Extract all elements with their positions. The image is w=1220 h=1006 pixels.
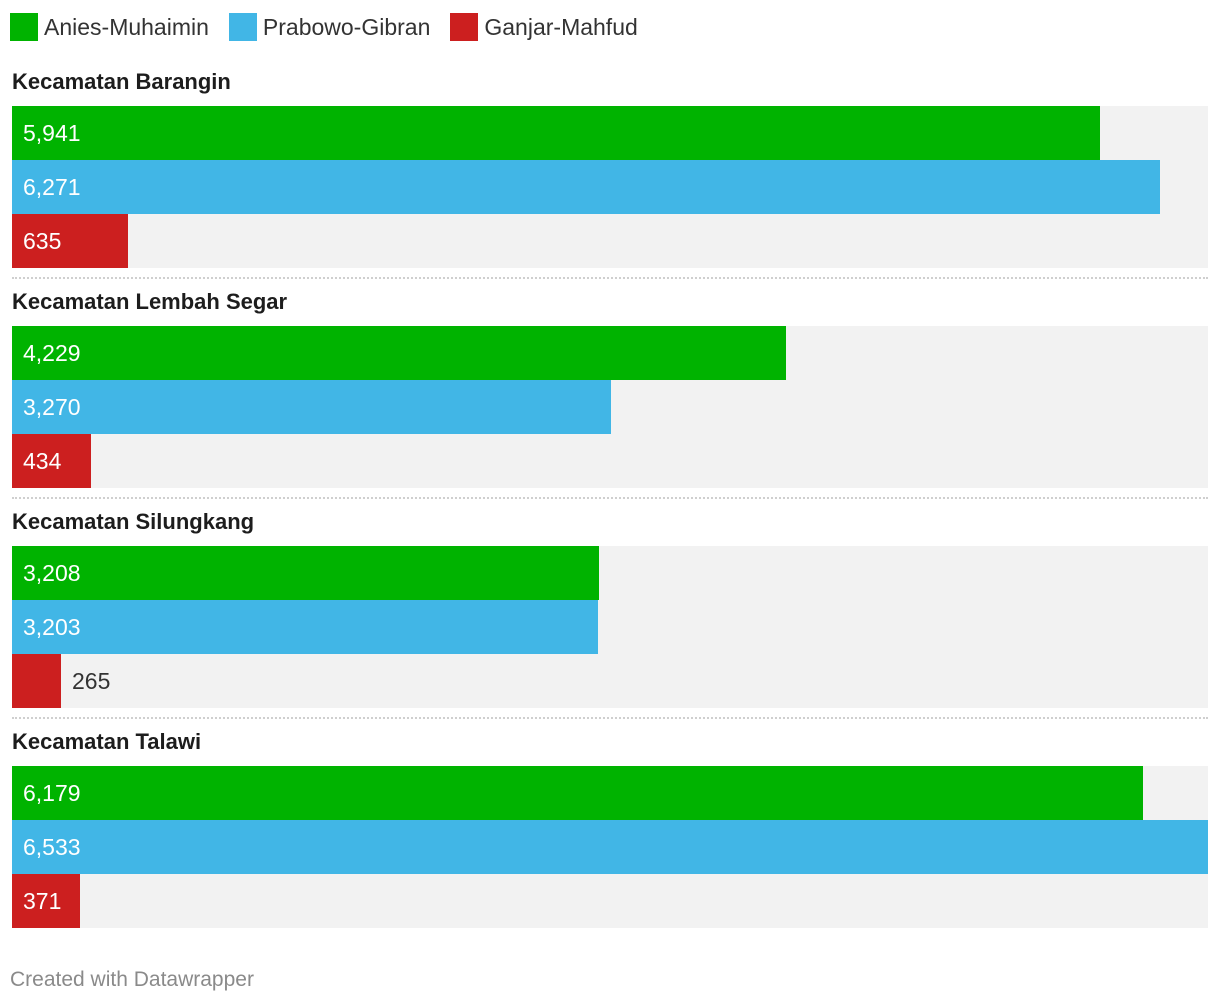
legend-swatch	[228, 13, 257, 41]
category-label: Kecamatan Lembah Segar	[12, 289, 288, 314]
bar-track: 5,941 6,271 635	[12, 106, 1208, 268]
bar-row: 434	[12, 434, 1208, 488]
bar-track: 3,208 3,203 265	[12, 546, 1208, 708]
grouped-bar-chart: Kecamatan Barangin 5,941 6,271 635 Kecamatan…	[12, 64, 1208, 944]
datawrapper-credit: Created with Datawrapper	[10, 968, 254, 991]
bar-value-label: 6,271	[23, 174, 81, 200]
bar-row: 635	[12, 214, 1208, 268]
bar-ganjar-mahfud	[12, 434, 91, 488]
category-label: Kecamatan Barangin	[12, 69, 231, 94]
category-group: Kecamatan Silungkang 3,208 3,203 265	[12, 504, 1208, 724]
bar-track: 6,179 6,533 371	[12, 766, 1208, 928]
bar-value-label: 635	[23, 228, 62, 254]
legend-swatch	[450, 13, 479, 41]
bar-row: 371	[12, 874, 1208, 928]
bar-row: 3,203	[12, 600, 1208, 654]
bar-prabowo-gibran	[12, 600, 598, 654]
bar-ganjar-mahfud	[12, 874, 80, 928]
bar-prabowo-gibran	[12, 380, 611, 434]
category-group: Kecamatan Lembah Segar 4,229 3,270 434	[12, 284, 1208, 504]
bar-row: 3,208	[12, 546, 1208, 600]
bar-row: 265	[12, 654, 1208, 708]
legend-swatch	[10, 13, 38, 41]
bar-row: 6,533	[12, 820, 1208, 874]
bar-anies-muhaimin	[12, 546, 599, 600]
legend-label: Prabowo-Gibran	[262, 13, 431, 40]
bar-value-label: 3,270	[23, 394, 81, 420]
bar-row: 6,179	[12, 766, 1208, 820]
bar-anies-muhaimin	[12, 106, 1100, 160]
bar-value-label: 5,941	[23, 120, 81, 146]
category-label: Kecamatan Talawi	[12, 729, 202, 754]
legend-label: Ganjar-Mahfud	[484, 13, 638, 40]
bar-value-label: 4,229	[23, 340, 81, 366]
bar-row: 5,941	[12, 106, 1208, 160]
bar-track: 4,229 3,270 434	[12, 326, 1208, 488]
bar-anies-muhaimin	[12, 326, 786, 380]
legend: Anies-Muhaimin Prabowo-Gibran Ganjar-Mahfu…	[10, 10, 658, 44]
group-divider	[12, 717, 1208, 719]
bar-prabowo-gibran	[12, 820, 1208, 874]
bar-ganjar-mahfud	[12, 654, 61, 708]
bar-row: 3,270	[12, 380, 1208, 434]
bar-row: 6,271	[12, 160, 1208, 214]
legend-item-anies-muhaimin: Anies-Muhaimin	[10, 13, 209, 41]
bar-value-label: 3,208	[23, 560, 81, 586]
bar-ganjar-mahfud	[12, 214, 128, 268]
legend-item-ganjar-mahfud: Ganjar-Mahfud	[450, 13, 638, 41]
bar-row: 4,229	[12, 326, 1208, 380]
group-divider	[12, 277, 1208, 279]
legend-item-prabowo-gibran: Prabowo-Gibran	[228, 13, 431, 41]
category-group: Kecamatan Barangin 5,941 6,271 635	[12, 64, 1208, 284]
bar-value-label: 371	[23, 888, 62, 914]
legend-label: Anies-Muhaimin	[44, 13, 209, 40]
bar-value-label: 265	[72, 668, 111, 694]
group-divider	[12, 497, 1208, 499]
bar-anies-muhaimin	[12, 766, 1143, 820]
bar-value-label: 6,179	[23, 780, 81, 806]
category-label: Kecamatan Silungkang	[12, 509, 255, 534]
bar-prabowo-gibran	[12, 160, 1160, 214]
category-group: Kecamatan Talawi 6,179 6,533 371	[12, 724, 1208, 944]
bar-value-label: 434	[23, 448, 62, 474]
bar-value-label: 6,533	[23, 834, 81, 860]
bar-value-label: 3,203	[23, 614, 81, 640]
